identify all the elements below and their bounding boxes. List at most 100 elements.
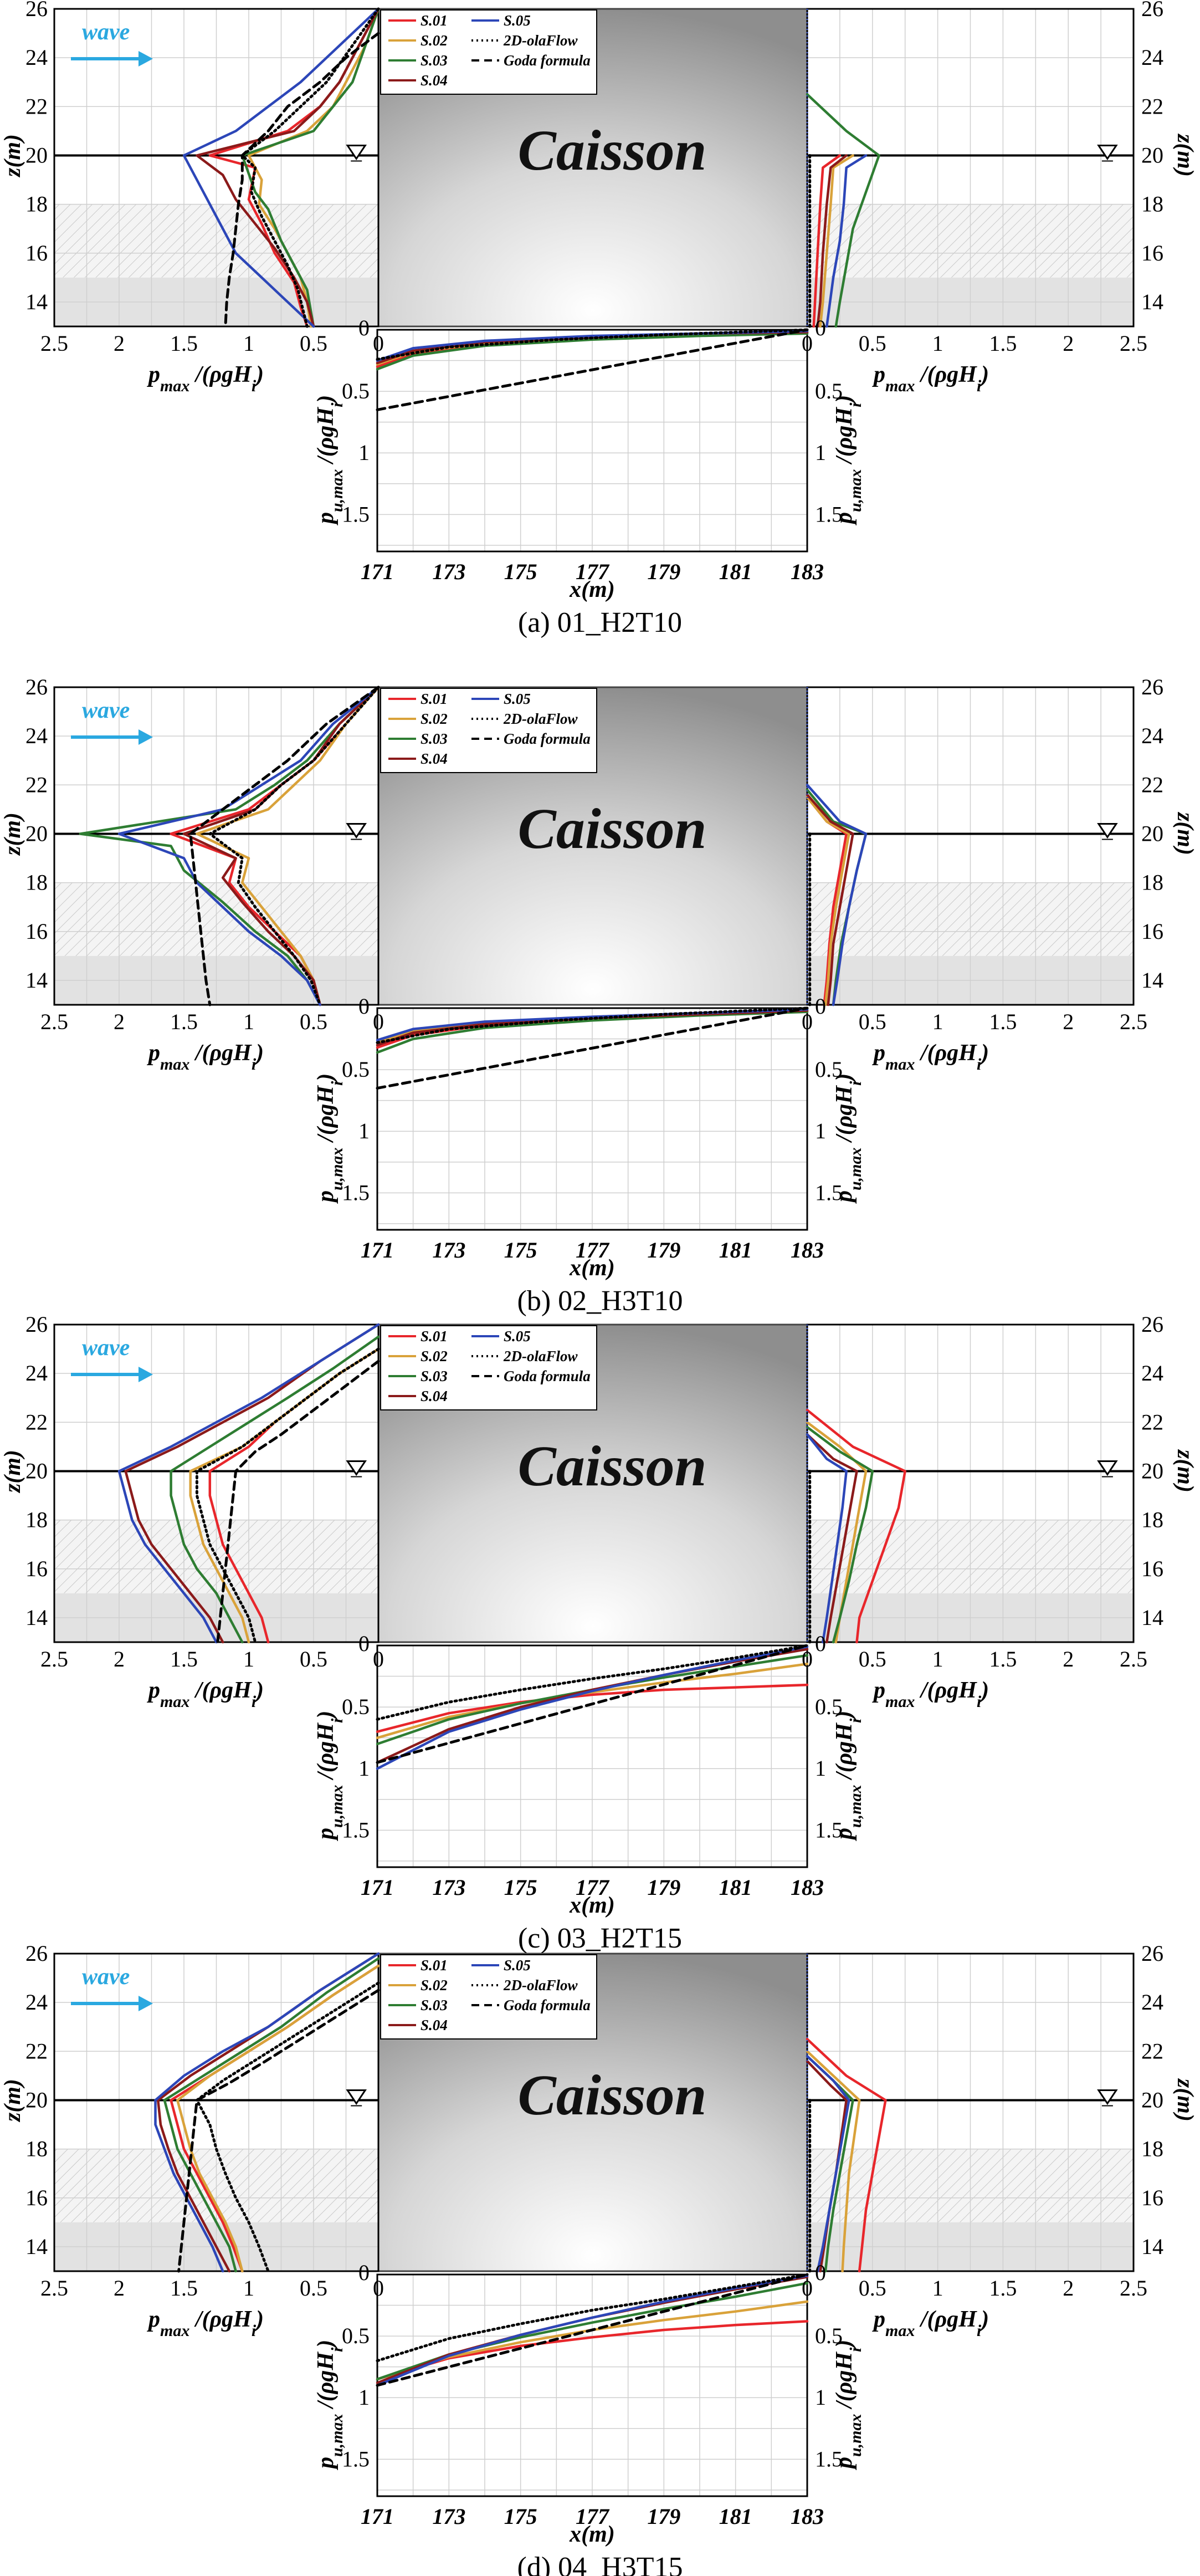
caisson-label: Caisson [517,1434,706,1498]
z-tick-label-left: 24 [25,723,48,748]
bottom-x-tick-label: 183 [791,2504,824,2529]
front-x-tick-label: 2.5 [40,1009,68,1034]
caisson-label: Caisson [517,797,706,861]
bottom-x-axis-label: x(m) [569,1255,615,1281]
back-x-tick-label: 1 [932,1009,943,1034]
bottom-y-axis-label-left: pu,max /(ρgHi) [313,2340,346,2470]
bottom-y-axis-label-right: pu,max /(ρgHi) [832,2340,865,2470]
legend-box [380,1325,597,1410]
subfigure-a: Caisson wave S.01 S.05 S.02 2D-olaFlow S.03 God… [0,0,1198,638]
front-series-s-05 [154,1952,380,2273]
bottom-series-2d-olaflow [376,2273,809,2363]
z-tick-label-right: 24 [1141,723,1163,748]
wave-label: wave [82,19,130,45]
z-tick-label-left: 20 [25,2087,48,2112]
back-x-tick-label: 0 [802,1009,813,1034]
bottom-x-tick-label: 175 [504,1238,537,1263]
front-series-goda-formula [177,1989,380,2273]
bottom-y-tick-label-left: 0.5 [342,379,370,403]
back-series-s-01 [806,2038,887,2273]
front-x-tick-label: 1.5 [170,331,198,356]
legend-label-s-04: S.04 [420,1388,448,1404]
z-tick-label-left: 16 [25,241,48,265]
z-axis-label-left: z(m) [0,812,25,856]
z-axis-label-right: z(m) [1172,1449,1198,1493]
front-x-tick-label: 0.5 [300,2276,327,2301]
front-x-tick-label: 0 [373,1647,384,1672]
front-series-goda-formula [216,1359,380,1644]
front-series-2d-olaflow [240,7,380,328]
bottom-y-axis-label-right: pu,max /(ρgHi) [832,1074,865,1204]
wave-arrow-icon [139,1996,153,2011]
front-x-axis-label: pmax /(ρgHi) [147,1040,264,1074]
z-tick-label-right: 20 [1141,1458,1163,1483]
z-tick-label-left: 14 [25,1605,48,1630]
back-panel-frame [806,1953,1135,2272]
bottom-x-tick-label: 179 [647,559,680,584]
z-tick-label-left: 24 [25,1361,48,1386]
z-tick-label-right: 22 [1141,1409,1163,1434]
bottom-y-tick-label-left: 1.5 [342,1180,370,1205]
bottom-y-tick-label-right: 0.5 [815,1057,843,1082]
legend-label-2d-olaflow: 2D-olaFlow [503,711,578,727]
z-tick-label-right: 16 [1141,2185,1163,2210]
back-x-tick-label: 1 [932,2276,943,2301]
bottom-y-axis-label-left: pu,max /(ρgHi) [313,1711,346,1841]
z-tick-label-left: 14 [25,2234,48,2259]
front-series-s-03 [241,7,380,328]
front-x-tick-label: 1.5 [170,2276,198,2301]
z-tick-label-right: 22 [1141,772,1163,797]
z-tick-label-left: 26 [25,1312,48,1337]
water-level-marker-icon [1097,822,1118,839]
front-x-tick-label: 2.5 [40,2276,68,2301]
z-tick-label-left: 16 [25,1556,48,1581]
back-series-s-02 [806,2050,861,2273]
legend-label-s-02: S.02 [420,1348,448,1364]
front-x-tick-label: 0.5 [300,331,327,356]
front-series-s-05 [182,7,380,328]
water-level-marker-icon [1097,144,1118,161]
bottom-y-tick-label-left: 1.5 [342,502,370,527]
bottom-x-tick-label: 173 [432,2504,465,2529]
back-x-axis-label: pmax /(ρgHi) [872,362,989,395]
bottom-y-axis-label-left: pu,max /(ρgHi) [313,395,346,525]
bottom-y-tick-label-left: 0.5 [342,1694,370,1719]
bottom-series-s-01 [376,1683,809,1733]
back-panel-frame [806,1323,1135,1643]
legend-box [380,688,597,773]
caisson-label: Caisson [517,2063,706,2127]
back-x-tick-label: 0.5 [859,1647,886,1672]
z-tick-label-right: 20 [1141,142,1163,167]
bottom-x-tick-label: 183 [791,559,824,584]
back-x-axis-label: pmax /(ρgHi) [872,1040,989,1074]
water-level-marker-icon [346,2089,367,2105]
z-tick-label-right: 14 [1141,968,1163,993]
z-tick-label-right: 16 [1141,241,1163,265]
legend-label-s-05: S.05 [504,12,531,29]
wave-label: wave [82,1335,130,1361]
z-tick-label-left: 24 [25,1990,48,2015]
front-series-2d-olaflow [208,686,380,1006]
z-tick-label-left: 18 [25,870,48,895]
bottom-x-axis-label: x(m) [569,1893,615,1918]
bottom-y-tick-label-left: 1 [358,2385,370,2410]
z-tick-label-right: 24 [1141,1990,1163,2015]
back-x-tick-label: 1.5 [989,1647,1017,1672]
z-tick-label-right: 26 [1141,0,1163,21]
bottom-x-tick-label: 177 [576,1875,610,1900]
z-tick-label-left: 26 [25,0,48,21]
back-x-tick-label: 0.5 [859,1009,886,1034]
water-level-marker-icon [346,1460,367,1476]
bottom-series-s-05 [376,1645,809,1770]
front-x-tick-label: 2 [114,331,125,356]
z-tick-label-left: 22 [25,94,48,119]
bottom-panel-frame [376,1644,808,1868]
water-level-marker-icon [1097,1460,1118,1476]
subfigure-d: Caisson wave S.01 S.05 S.02 2D-olaFlow S.03 God… [0,1941,1198,2576]
legend-label-2d-olaflow: 2D-olaFlow [503,1348,578,1364]
z-tick-label-right: 18 [1141,1507,1163,1532]
legend-label-s-03: S.03 [420,1997,448,2013]
bottom-y-tick-label-right: 1 [815,1118,826,1143]
bottom-y-tick-label-left: 0.5 [342,1057,370,1082]
